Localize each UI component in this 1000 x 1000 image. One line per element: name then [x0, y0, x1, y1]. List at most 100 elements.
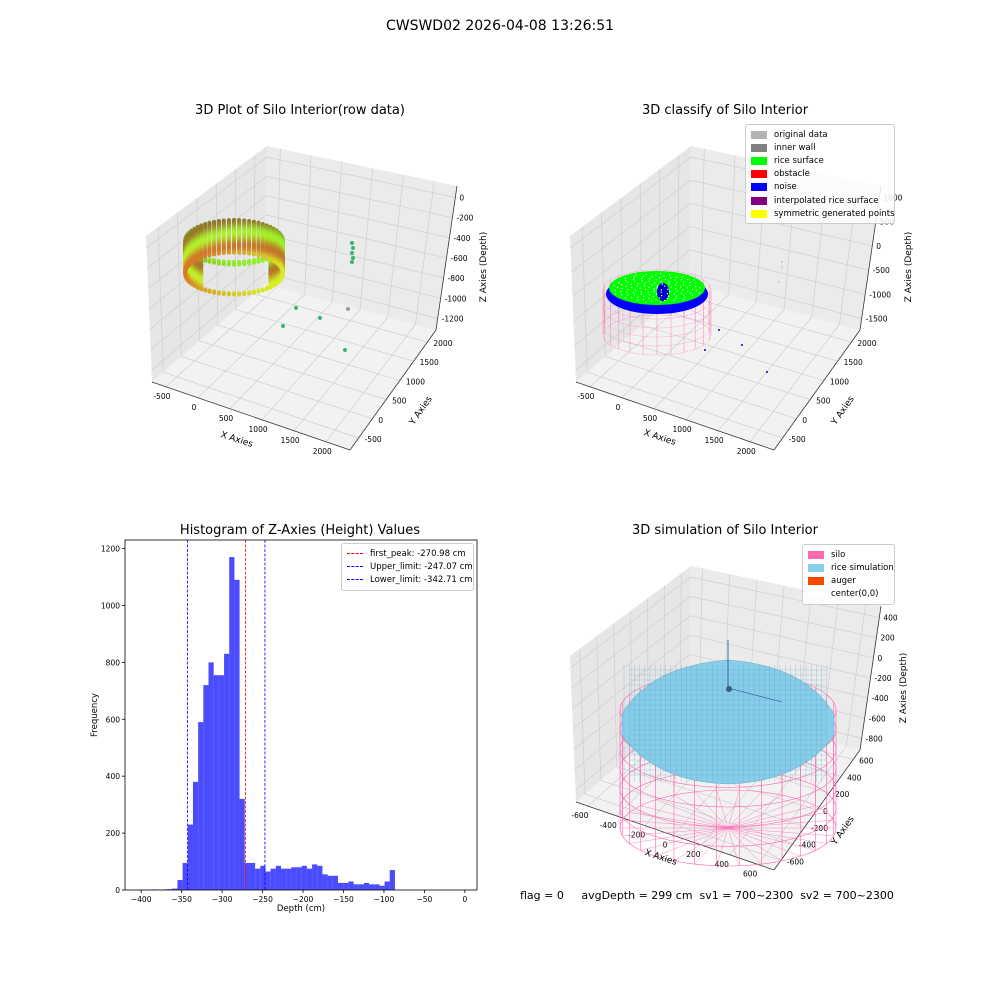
- panel1-point: [256, 289, 261, 294]
- panel4-legend-entry: center(0,0): [808, 588, 889, 601]
- panel2-ygrid: [581, 226, 783, 439]
- histogram-bar: [353, 884, 359, 890]
- panel2-point: [683, 294, 685, 296]
- panel2-point: [624, 297, 626, 299]
- panel4-silo-floor-line: [727, 819, 834, 829]
- panel2-point: [630, 283, 632, 286]
- panel2-point: [676, 290, 678, 292]
- panel1-zlabel: Z Axies (Depth): [479, 232, 489, 303]
- histogram-bar: [208, 662, 214, 890]
- panel1-ztick-label: -1200: [442, 314, 464, 323]
- panel3-ylabel: Frequency: [90, 693, 100, 737]
- panel1-ygrid: [177, 212, 373, 420]
- panel2-point: [651, 276, 653, 278]
- histogram-bar: [198, 722, 204, 890]
- panel2-point: [660, 289, 662, 291]
- panel4-ygrid: [596, 636, 794, 844]
- panel4-legend-swatch: [808, 590, 824, 599]
- panel2-point: [651, 284, 653, 286]
- panel2-point: [682, 289, 684, 291]
- panel4-z-axis: [859, 605, 882, 751]
- histogram-bar: [213, 675, 219, 890]
- histogram-xtick-label: −200: [293, 895, 314, 904]
- panel4-silo-floor-line: [727, 812, 827, 829]
- panel1-back-pane: [265, 146, 457, 330]
- panel2-point: [642, 275, 644, 278]
- panel1-ztick-label: -200: [456, 214, 473, 223]
- panel1-point: [216, 291, 221, 296]
- panel1-point: [351, 256, 355, 260]
- panel2-point: [652, 295, 654, 298]
- panel1-point: [221, 262, 226, 267]
- panel4-silo-floor-line: [727, 791, 762, 829]
- panel1-xtick-label: 0: [192, 403, 197, 412]
- panel1-point: [343, 348, 347, 352]
- panel2-point: [653, 288, 655, 290]
- panel2-point: [690, 292, 692, 295]
- panel2-xtick-label: 500: [643, 414, 658, 423]
- panel2-point: [691, 288, 694, 290]
- panel2-point: [632, 278, 635, 280]
- histogram-bar: [229, 557, 235, 890]
- panel2-point: [648, 293, 650, 296]
- panel2-point: [636, 285, 638, 287]
- histogram-bar: [332, 875, 338, 890]
- panel2-point: [626, 291, 628, 293]
- panel2-point: [673, 299, 675, 302]
- panel1-point: [264, 255, 269, 260]
- panel2-xtick-label: 0: [616, 403, 621, 412]
- panel2-point: [666, 297, 669, 300]
- panel2-point: [661, 283, 664, 285]
- panel2-point: [663, 275, 665, 277]
- panel2-point: [616, 286, 619, 288]
- panel4-ztick-label: -400: [872, 694, 889, 703]
- panel2-legend-swatch: [751, 196, 767, 205]
- histogram-bar: [363, 882, 370, 890]
- panel4-silo-floor-line: [727, 827, 783, 862]
- panel2-point: [673, 293, 676, 295]
- panel2-point: [643, 295, 645, 298]
- panel2-legend-swatch: [751, 170, 767, 179]
- panel2-point: [687, 278, 689, 281]
- histogram-bar: [337, 882, 344, 890]
- panel2-legend-label: obstacle: [774, 169, 810, 180]
- panel2-point: [689, 281, 691, 284]
- panel3-legend-swatch: [347, 553, 363, 555]
- panel1-point: [260, 254, 265, 259]
- panel3-legend-entry: Upper_limit: -247.07 cm: [347, 560, 473, 573]
- panel2-point: [781, 266, 783, 268]
- histogram-bar: [239, 798, 245, 890]
- panel4-silo-floor-line: [727, 827, 816, 851]
- panel4-ztick-label: 200: [880, 634, 895, 643]
- panel2-point: [699, 287, 701, 289]
- panel1-point: [350, 241, 354, 245]
- panel2-point: [675, 288, 677, 290]
- panel1-ygrid: [235, 169, 414, 362]
- panel2-point: [648, 286, 650, 289]
- panel2-xtick-label: 1000: [673, 425, 692, 434]
- panel2-point: [670, 286, 673, 288]
- panel4-silo-floor-line: [727, 805, 816, 829]
- panel4-legend-entry: silo: [808, 548, 889, 561]
- histogram-bar: [327, 875, 333, 890]
- histogram-ytick-label: 600: [106, 715, 121, 724]
- panel1-point: [247, 291, 252, 296]
- panel1-point: [212, 252, 217, 257]
- panel2-ytick-label: 2000: [857, 339, 876, 348]
- panel4-silo-floor-line: [673, 827, 729, 862]
- panel1-xtick-label: 1500: [281, 436, 300, 445]
- panel1-point: [247, 261, 252, 266]
- panel2-point: [625, 279, 627, 282]
- panel2-legend-entry: rice surface: [751, 154, 889, 167]
- panel2-legend-label: inner wall: [774, 142, 816, 153]
- panel2-legend-label: interpolated rice surface: [774, 195, 879, 206]
- panel1-point: [260, 288, 265, 293]
- panel1-xgrid: [325, 181, 435, 443]
- panel2-point: [659, 272, 662, 275]
- panel1-zgrid: [151, 272, 438, 371]
- panel2-ygrid: [601, 212, 797, 420]
- panel3-legend-swatch: [347, 566, 363, 568]
- panel2-point: [668, 280, 670, 283]
- panel4-ytick-label: 600: [859, 757, 874, 766]
- panel3-legend-label: Lower_limit: -342.71 cm: [370, 574, 473, 585]
